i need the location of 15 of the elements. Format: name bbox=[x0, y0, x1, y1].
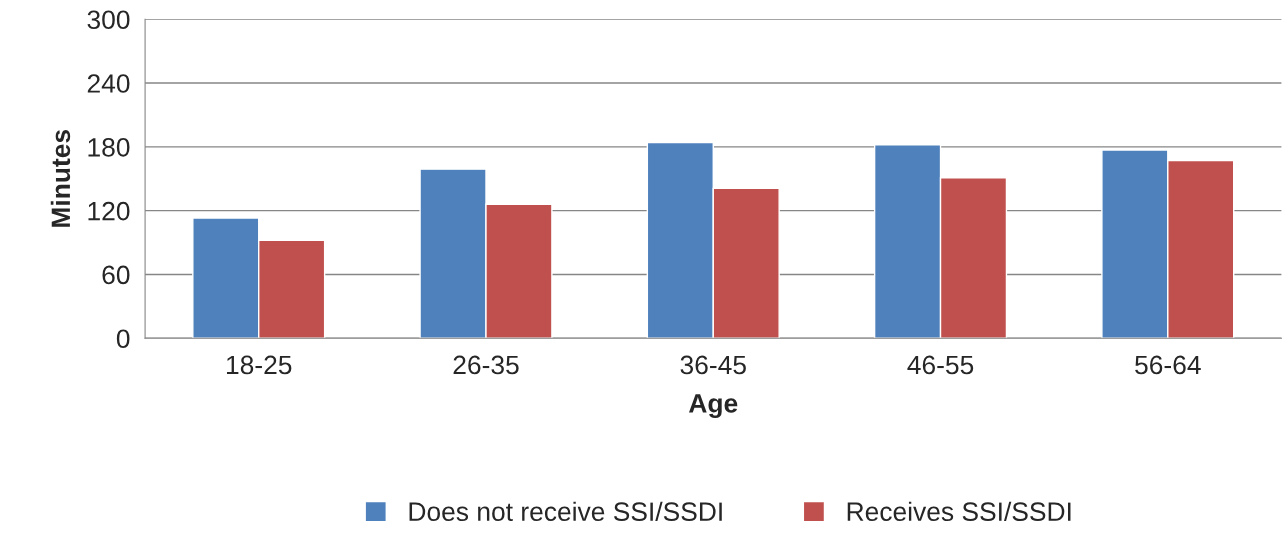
legend-label: Does not receive SSI/SSDI bbox=[409, 501, 722, 522]
x-tick-label: 46-55 bbox=[907, 355, 974, 375]
y-tick-label: 300 bbox=[87, 10, 130, 30]
x-tick-label: 36-45 bbox=[680, 355, 746, 375]
y-tick-label: 60 bbox=[102, 265, 130, 285]
legend-label: Receives SSI/SSDI bbox=[847, 501, 1071, 522]
y-tick-label: 120 bbox=[88, 201, 130, 221]
y-tick-label: 0 bbox=[116, 329, 130, 349]
y-axis-title: Minutes bbox=[50, 129, 71, 227]
x-tick-label: 18-25 bbox=[227, 355, 292, 375]
x-tick-label: 56-64 bbox=[1135, 355, 1201, 375]
y-tick-label: 240 bbox=[87, 74, 130, 93]
x-axis-title: Age bbox=[688, 394, 738, 418]
x-tick-label: 26-35 bbox=[453, 355, 519, 375]
y-tick-label: 180 bbox=[88, 137, 130, 157]
